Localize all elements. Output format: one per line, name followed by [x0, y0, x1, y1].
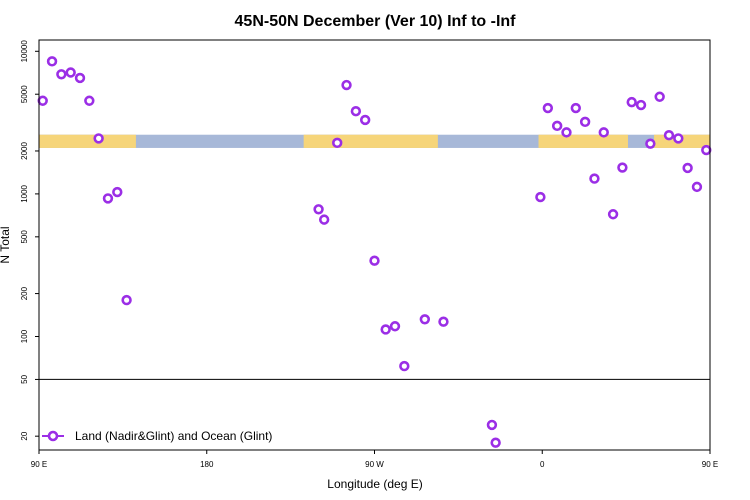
y-tick-label-4: 500	[20, 230, 29, 244]
data-point-0-26	[551, 120, 563, 132]
land-band-segment-2	[538, 134, 628, 148]
data-point-0-28	[570, 102, 581, 114]
data-point-0-5	[84, 95, 95, 106]
y-tick-label-7: 5000	[20, 85, 29, 103]
data-point-0-12	[332, 137, 343, 149]
data-point-0-35	[635, 99, 647, 111]
data-point-0-19	[399, 360, 410, 372]
data-point-0-9	[121, 294, 132, 306]
data-point-0-27	[561, 127, 572, 138]
x-tick-label-2: 90 W	[365, 460, 384, 469]
x-tick-label-3: 0	[540, 460, 545, 469]
legend-marker	[47, 430, 59, 442]
data-point-0-37	[654, 91, 665, 102]
data-point-0-7	[102, 193, 114, 204]
data-point-0-23	[490, 437, 501, 448]
data-point-0-18	[389, 321, 401, 332]
data-point-0-36	[645, 138, 656, 149]
legend: Land (Nadir&Glint) and Ocean (Glint)	[42, 429, 272, 443]
data-point-0-40	[682, 162, 693, 174]
data-point-0-25	[542, 102, 554, 114]
data-point-0-21	[438, 316, 449, 327]
y-tick-label-0: 20	[20, 431, 29, 440]
data-point-0-42	[701, 144, 712, 156]
data-point-0-6	[93, 133, 104, 144]
data-point-0-39	[673, 133, 684, 144]
y-axis-label: N Total	[0, 226, 12, 263]
data-point-0-13	[341, 79, 352, 91]
y-tick-label-2: 100	[20, 329, 29, 343]
data-point-0-34	[626, 96, 637, 108]
data-point-0-11	[318, 214, 330, 225]
data-point-0-20	[419, 314, 431, 325]
y-tick-label-5: 1000	[20, 184, 29, 202]
legend-label: Land (Nadir&Glint) and Ocean (Glint)	[75, 429, 272, 443]
data-point-0-2	[56, 69, 67, 80]
data-point-0-22	[486, 419, 498, 431]
data-point-0-33	[617, 162, 628, 173]
y-tick-label-1: 50	[20, 374, 29, 383]
data-point-0-31	[598, 127, 609, 138]
y-tick-label-6: 2000	[20, 142, 29, 160]
data-point-0-38	[663, 129, 675, 141]
land-band-segment-0	[39, 134, 136, 148]
plot-frame	[38, 39, 711, 451]
data-point-0-3	[65, 67, 76, 78]
x-axis-label: Longitude (deg E)	[327, 477, 422, 491]
data-point-0-17	[380, 324, 391, 335]
data-point-0-10	[313, 204, 324, 215]
x-tick-label-0: 90 E	[31, 460, 47, 469]
y-axis: 20 50 100 200 500 1000 2000 5000 10000	[20, 40, 39, 441]
x-tick-label-4: 90 E	[702, 460, 718, 469]
y-tick-label-3: 200	[20, 286, 29, 300]
data-point-0-15	[359, 114, 371, 126]
data-point-0-32	[607, 209, 619, 220]
data-point-0-14	[350, 106, 362, 117]
data-point-0-0	[37, 95, 48, 106]
data-point-0-16	[369, 255, 380, 266]
land-band-segment-1	[303, 134, 438, 148]
data-points	[37, 56, 712, 448]
chart-title: 45N-50N December (Ver 10) Inf to -Inf	[235, 13, 517, 30]
y-tick-label-8: 10000	[20, 40, 29, 63]
data-point-0-8	[112, 186, 123, 198]
land-ocean-band	[39, 134, 710, 148]
data-point-0-1	[46, 56, 58, 67]
data-point-0-29	[579, 116, 591, 128]
data-point-0-41	[691, 181, 703, 193]
data-point-0-4	[74, 72, 86, 84]
data-point-0-24	[535, 191, 546, 203]
data-point-0-30	[589, 173, 600, 184]
x-tick-label-1: 180	[200, 460, 214, 469]
